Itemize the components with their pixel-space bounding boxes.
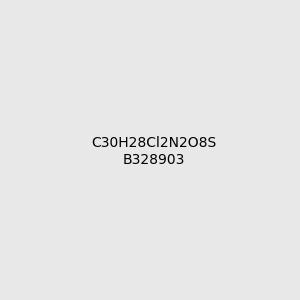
Text: C30H28Cl2N2O8S
B328903: C30H28Cl2N2O8S B328903 bbox=[91, 136, 216, 166]
